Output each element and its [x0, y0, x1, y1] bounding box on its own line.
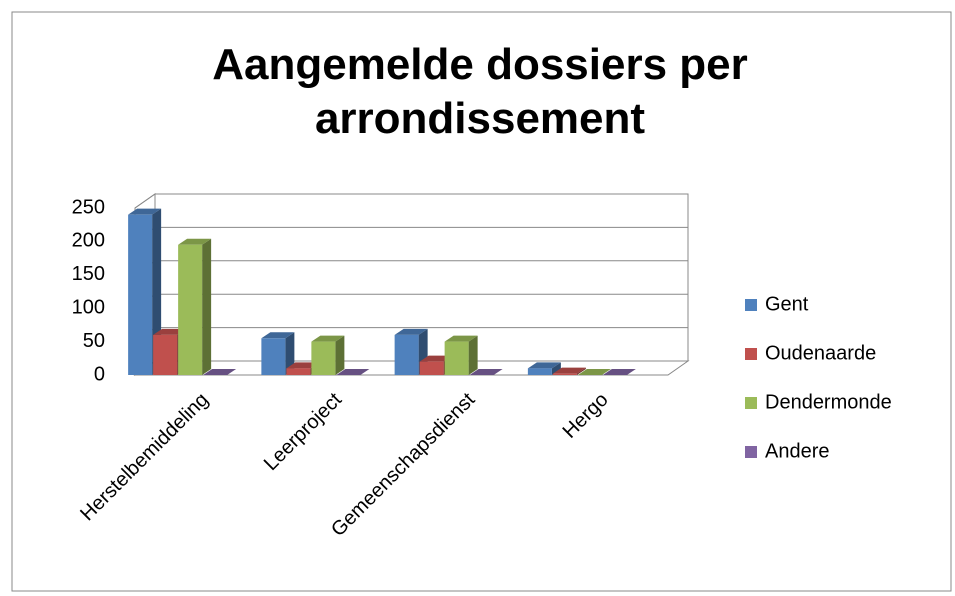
bar-side	[468, 335, 478, 375]
x-tick-label: Gemeenschapsdienst	[327, 388, 480, 541]
x-tick-label: Herstelbemiddeling	[76, 389, 213, 526]
bar	[311, 341, 336, 375]
bar	[178, 244, 203, 375]
bar	[552, 373, 577, 375]
bar-top	[153, 328, 187, 335]
legend-label: Andere	[765, 440, 830, 462]
bar	[153, 334, 178, 375]
bar-side	[576, 367, 586, 375]
bar-top	[128, 208, 162, 215]
bar	[286, 368, 311, 375]
bar	[527, 368, 552, 375]
y-tick-label: 250	[72, 196, 105, 218]
bar-top	[469, 369, 503, 375]
bar	[419, 361, 444, 375]
bar-top	[178, 238, 212, 245]
bar-top	[527, 362, 561, 369]
bar-top	[444, 335, 478, 342]
bar-top	[261, 332, 295, 339]
bar	[444, 341, 469, 375]
legend-swatch	[745, 299, 757, 311]
bar-top	[602, 369, 636, 375]
bar-top	[577, 369, 611, 375]
chart-title: Aangemelde dossiers per arrondissement	[212, 40, 748, 143]
bar-side	[202, 238, 212, 375]
bar-top	[203, 369, 237, 375]
legend-swatch	[745, 446, 757, 458]
y-tick-label: 150	[72, 263, 105, 285]
bar-side	[285, 332, 295, 375]
bar-side	[551, 362, 561, 375]
x-tick-label: Leerproject	[260, 388, 347, 475]
bar-top	[286, 362, 320, 369]
legend-label: Dendermonde	[765, 391, 892, 413]
y-tick-label: 100	[72, 296, 105, 318]
x-tick-label: Hergo	[559, 389, 613, 443]
legend-label: Gent	[765, 293, 809, 315]
bar	[261, 338, 286, 375]
y-tick-label: 200	[72, 230, 105, 252]
legend-swatch	[745, 348, 757, 360]
bar	[394, 334, 419, 375]
bar-top	[419, 355, 453, 362]
bar-top	[311, 335, 345, 342]
y-tick-label: 50	[83, 330, 105, 352]
bar-top	[552, 367, 586, 374]
chart-border	[11, 11, 952, 592]
y-tick-label: 0	[94, 363, 105, 385]
grid-line	[134, 193, 156, 209]
bar-top	[394, 328, 428, 335]
legend-label: Oudenaarde	[765, 342, 876, 364]
legend-swatch	[745, 397, 757, 409]
bar-top	[336, 369, 370, 375]
bar	[128, 214, 153, 375]
bar-side	[335, 335, 345, 375]
